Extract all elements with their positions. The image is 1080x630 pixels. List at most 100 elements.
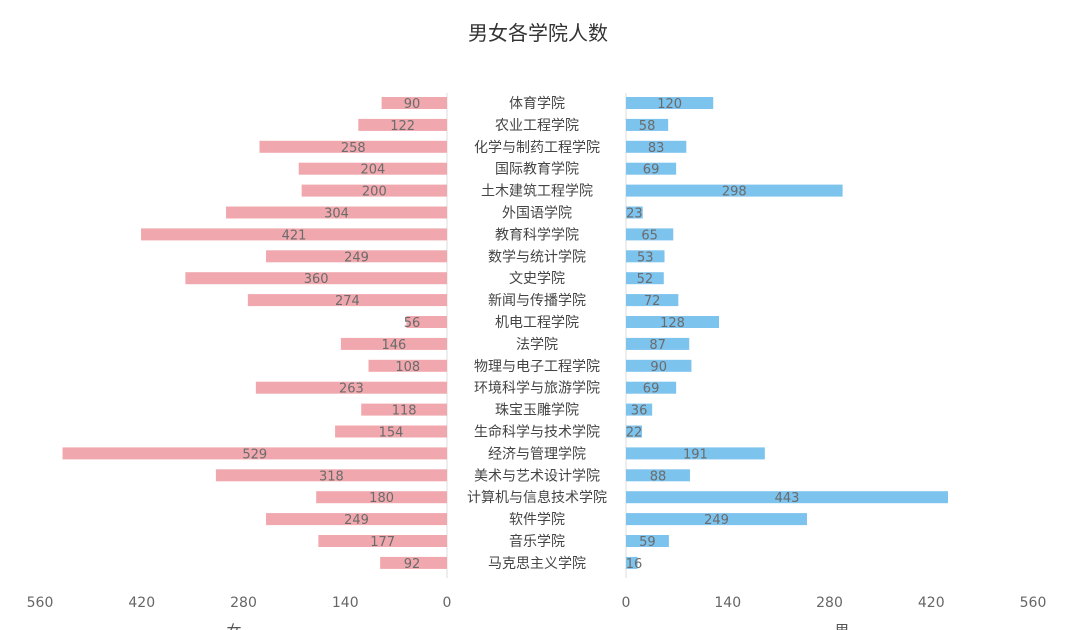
data-label-female: 258 [341, 141, 366, 156]
bar-female [380, 556, 447, 569]
data-label-male: 191 [683, 447, 708, 462]
data-label-male: 443 [775, 491, 800, 506]
bar-male [626, 272, 664, 285]
data-label-female: 421 [282, 228, 307, 243]
data-label-male: 120 [657, 97, 682, 112]
x-tick-right: 280 [816, 595, 843, 611]
category-label: 新闻与传播学院 [488, 293, 586, 309]
bar-male [626, 294, 679, 307]
bar-male [626, 97, 714, 109]
data-label-female: 180 [369, 491, 394, 506]
x-tick-left: 280 [230, 595, 257, 611]
bar-female [185, 272, 447, 285]
bar-female [62, 447, 447, 460]
data-label-female: 90 [404, 97, 421, 112]
category-label: 体育学院 [509, 96, 565, 112]
category-label: 计算机与信息技术学院 [467, 489, 607, 506]
data-label-male: 298 [722, 185, 747, 200]
category-label: 机电工程学院 [495, 315, 579, 331]
bar-female [255, 381, 447, 394]
bar-female [141, 228, 448, 241]
x-tick-left: 0 [443, 595, 452, 611]
category-label: 马克思主义学院 [488, 556, 586, 572]
data-label-female: 249 [344, 250, 369, 265]
x-tick-left: 560 [27, 595, 54, 611]
bar-female [358, 118, 447, 131]
data-label-male: 52 [637, 272, 654, 287]
bar-male [626, 184, 843, 197]
bar-male [626, 469, 690, 482]
bar-male [626, 447, 765, 460]
category-label: 法学院 [516, 337, 558, 353]
category-label: 农业工程学院 [495, 118, 579, 134]
bar-male [626, 491, 948, 504]
category-label: 软件学院 [509, 512, 565, 528]
x-tick-left: 140 [332, 595, 359, 611]
bar-male [626, 556, 638, 569]
bar-female [298, 162, 447, 175]
data-label-male: 90 [650, 360, 667, 375]
data-label-male: 65 [641, 228, 658, 243]
chart-title: 男女各学院人数 [468, 21, 608, 45]
data-label-male: 128 [660, 316, 685, 331]
data-label-female: 263 [339, 382, 364, 397]
data-label-female: 360 [304, 272, 329, 287]
data-label-male: 69 [643, 382, 660, 397]
x-tick-right: 560 [1020, 595, 1047, 611]
bar-male [626, 535, 669, 547]
bar-female [340, 337, 447, 350]
bar-male [626, 162, 677, 175]
category-label: 美术与艺术设计学院 [474, 468, 600, 484]
bar-male [626, 381, 677, 394]
bar-female [381, 97, 447, 109]
bar-male [626, 403, 653, 416]
data-label-male: 59 [639, 535, 656, 550]
data-label-female: 200 [362, 185, 387, 200]
bar-male [626, 206, 643, 219]
bar-female [406, 316, 447, 328]
data-label-female: 118 [392, 404, 417, 419]
bar-female [318, 535, 447, 547]
x-tick-left: 420 [128, 595, 155, 611]
x-tick-right: 0 [622, 595, 631, 611]
bar-female [259, 140, 447, 153]
category-label: 文史学院 [509, 271, 565, 287]
bar-female [215, 469, 447, 482]
bar-male [626, 425, 642, 438]
bar-female [226, 206, 447, 219]
category-label: 数学与统计学院 [488, 249, 586, 265]
bar-female [266, 250, 447, 263]
category-label: 环境科学与旅游学院 [474, 381, 600, 397]
data-label-male: 72 [644, 294, 661, 309]
data-label-male: 88 [650, 469, 667, 484]
bar-male [626, 359, 692, 372]
right-series-name: 男 [834, 622, 849, 630]
bar-female [301, 184, 447, 197]
bar-female [361, 403, 447, 416]
data-label-female: 318 [319, 469, 344, 484]
data-label-female: 204 [360, 163, 385, 178]
data-label-male: 87 [649, 338, 666, 353]
bar-female [316, 491, 447, 504]
data-label-female: 304 [324, 207, 349, 222]
bar-male [626, 513, 807, 526]
data-label-female: 92 [404, 557, 421, 572]
bar-male [626, 337, 690, 350]
data-label-male: 53 [637, 250, 654, 265]
left-series-name: 女 [226, 622, 241, 630]
category-label: 经济与管理学院 [488, 446, 586, 462]
bar-male [626, 316, 720, 328]
data-label-female: 177 [370, 535, 395, 550]
data-label-male: 23 [626, 207, 643, 222]
data-label-female: 122 [390, 119, 415, 134]
category-label: 外国语学院 [502, 206, 572, 222]
data-label-male: 16 [626, 557, 643, 572]
bar-female [247, 294, 447, 307]
bar-female [368, 359, 447, 372]
bar-male [626, 118, 669, 131]
bar-female [335, 425, 447, 438]
data-label-male: 69 [643, 163, 660, 178]
category-label: 土木建筑工程学院 [481, 184, 593, 200]
bar-male [626, 250, 665, 263]
